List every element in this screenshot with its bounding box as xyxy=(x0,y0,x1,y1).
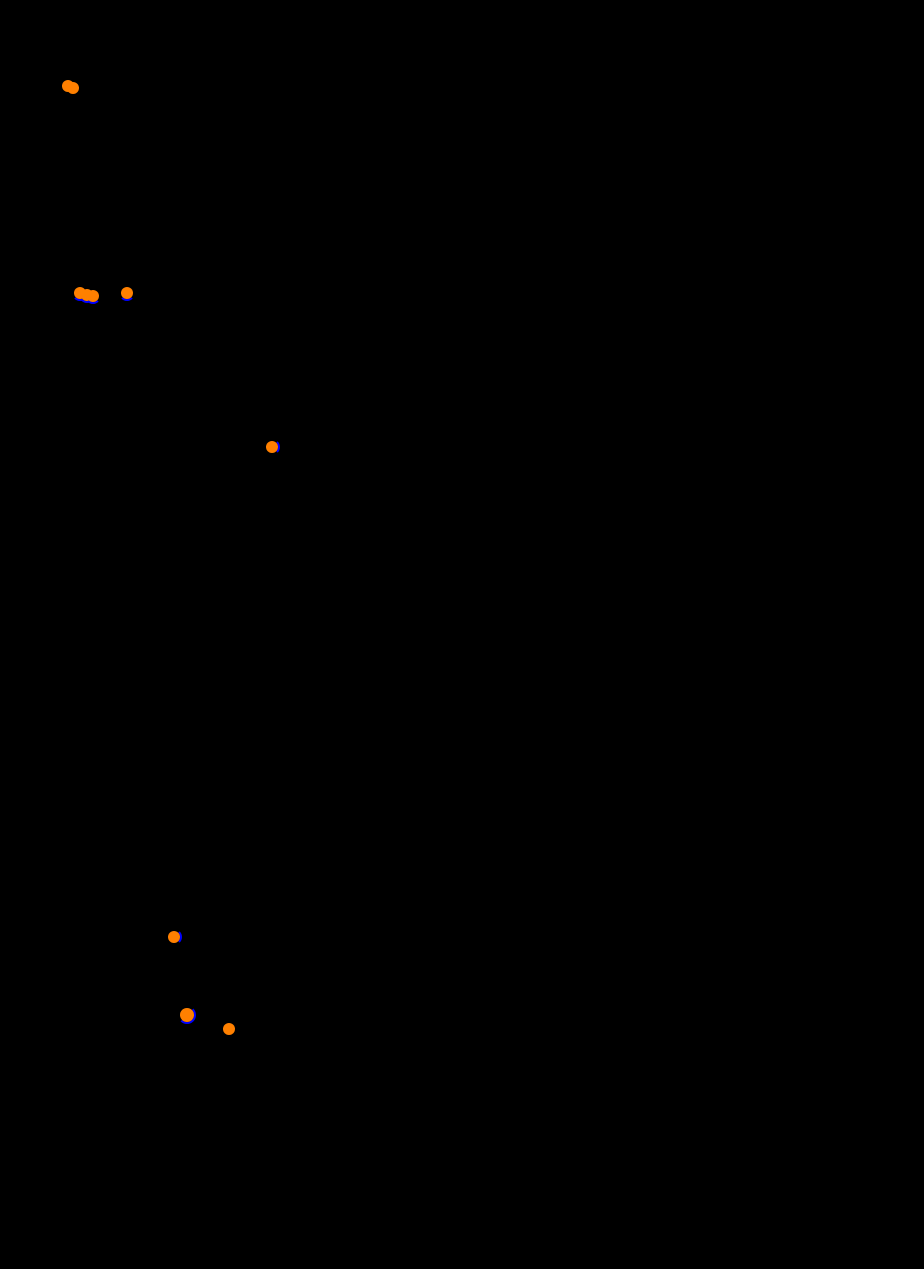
marker-highlight-ring-icon xyxy=(264,439,280,455)
marker-highlight-ring-icon xyxy=(119,285,135,301)
map-marker-dot-icon[interactable] xyxy=(121,287,133,299)
map-marker-dot-icon[interactable] xyxy=(87,290,99,302)
marker-highlight-ring-icon xyxy=(85,288,101,304)
map-marker-dot-icon[interactable] xyxy=(180,1008,194,1022)
map-marker-dot-icon[interactable] xyxy=(223,1023,235,1035)
map-marker-dot-icon[interactable] xyxy=(266,441,278,453)
marker-highlight-ring-icon xyxy=(166,929,182,945)
map-marker-dot-icon[interactable] xyxy=(168,931,180,943)
marker-highlight-ring-icon xyxy=(178,1006,196,1024)
map-marker-dot-icon[interactable] xyxy=(67,82,79,94)
